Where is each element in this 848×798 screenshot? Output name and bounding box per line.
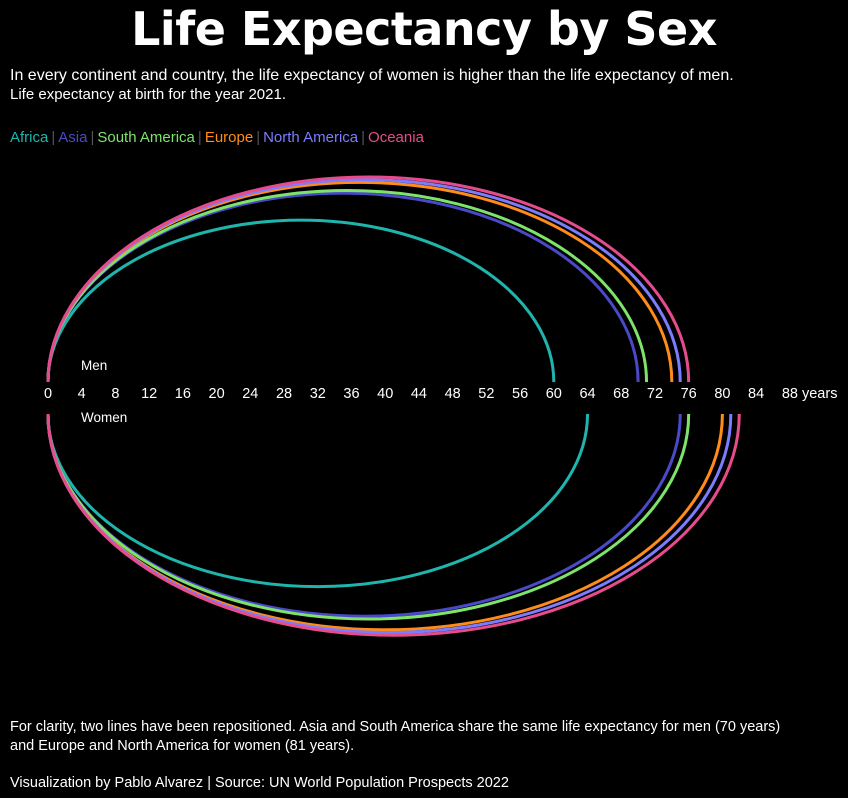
tick-label: 44	[411, 386, 427, 402]
legend-item-oceania: Oceania	[368, 129, 424, 146]
chart-subtitle-year: Life expectancy at birth for the year 20…	[10, 86, 286, 103]
women-arc-oceania	[46, 413, 741, 637]
men-arc-europe	[46, 180, 674, 383]
legend: Africa | Asia | South America | Europe | North A…	[10, 129, 424, 147]
tick-label: 48	[445, 386, 461, 402]
tick-label: 80	[714, 386, 730, 402]
women-arc-africa	[46, 413, 590, 589]
legend-separator: |	[256, 129, 261, 146]
men-arc-north-america	[46, 178, 682, 383]
tick-label: 60	[546, 386, 562, 402]
tick-label: 64	[579, 386, 595, 402]
legend-item-north-america: North America	[263, 129, 359, 146]
footnote-line-2: and Europe and North America for women (…	[10, 738, 355, 754]
women-label: Women	[81, 410, 127, 425]
legend-separator: |	[51, 129, 56, 146]
men-arc-south-america	[46, 188, 649, 383]
women-arc-asia	[46, 413, 682, 618]
legend-item-asia: Asia	[58, 129, 88, 146]
source-credit: Visualization by Pablo Alvarez | Source:…	[10, 775, 509, 791]
tick-label: 8	[111, 386, 119, 402]
women-arc-south-america	[46, 413, 691, 621]
tick-label: 88 years	[782, 386, 838, 402]
tick-label: 24	[242, 386, 258, 402]
men-arc-oceania	[46, 175, 691, 383]
legend-separator: |	[197, 129, 202, 146]
footnote: For clarity, two lines have been reposit…	[10, 718, 840, 756]
tick-label: 84	[748, 386, 764, 402]
men-label: Men	[81, 358, 107, 373]
tick-label: 36	[343, 386, 359, 402]
tick-label: 68	[613, 386, 629, 402]
chart-subtitle: In every continent and country, the life…	[10, 67, 734, 84]
legend-separator: |	[361, 129, 366, 146]
tick-label: 76	[681, 386, 697, 402]
legend-item-africa: Africa	[10, 129, 49, 146]
men-arc-africa	[46, 218, 556, 383]
legend-item-europe: Europe	[204, 129, 254, 146]
tick-label: 40	[377, 386, 393, 402]
legend-item-south-america: South America	[97, 129, 195, 146]
tick-label: 20	[209, 386, 225, 402]
tick-label: 28	[276, 386, 292, 402]
tick-label: 52	[478, 386, 494, 402]
legend-separator: |	[90, 129, 95, 146]
chart-title: Life Expectancy by Sex	[131, 2, 717, 56]
tick-label: 12	[141, 386, 157, 402]
tick-label: 32	[310, 386, 326, 402]
women-arc-europe	[46, 413, 724, 632]
footnote-line-1: For clarity, two lines have been reposit…	[10, 719, 781, 735]
tick-label: 72	[647, 386, 663, 402]
tick-label: 16	[175, 386, 191, 402]
arc-chart: 0 4 8 12 16 20 24 28 32 36 40 44 48 52 56 60 64 68 72 76 80 8…	[44, 175, 838, 637]
tick-label: 0	[44, 386, 52, 402]
tick-label: 56	[512, 386, 528, 402]
tick-label: 4	[78, 386, 86, 402]
